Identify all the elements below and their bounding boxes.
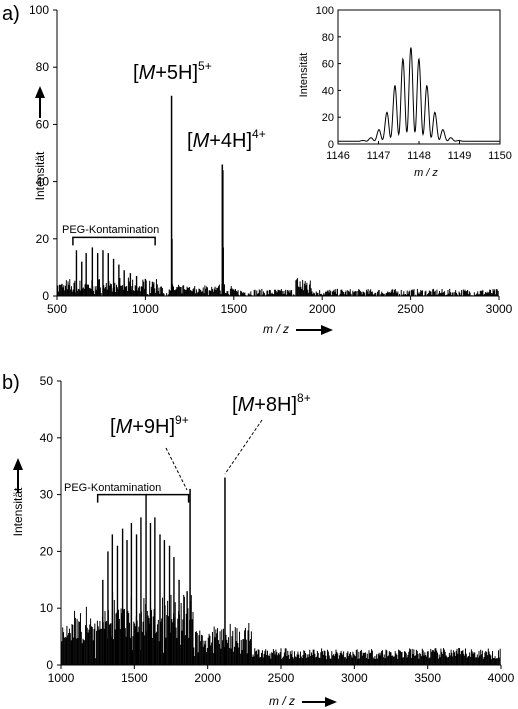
x-tick-label: 3500 bbox=[414, 671, 441, 685]
panel-b-xaxis-arrow-icon bbox=[325, 697, 337, 707]
y-tick-label: 40 bbox=[36, 175, 50, 189]
inset-y-tick-label: 100 bbox=[316, 5, 334, 17]
y-tick-label: 0 bbox=[42, 289, 49, 303]
x-tick-label: 2500 bbox=[397, 302, 424, 316]
panel-a-label: a) bbox=[2, 3, 20, 25]
inset-y-tick-label: 40 bbox=[322, 85, 334, 97]
inset-frame bbox=[337, 9, 501, 145]
panel-a-ylabel: Intensität bbox=[33, 151, 47, 200]
y-tick-label: 30 bbox=[40, 488, 54, 502]
inset-x-tick-label: 1148 bbox=[407, 150, 431, 162]
inset-y-tick-label: 0 bbox=[328, 139, 334, 151]
peg-bracket bbox=[96, 493, 190, 503]
inset-y-tick-label: 60 bbox=[322, 59, 334, 71]
inset-xlabel: m / z bbox=[414, 167, 438, 179]
peg-bracket bbox=[72, 236, 156, 246]
panel-b-xlabel: m / z bbox=[269, 694, 295, 708]
x-tick-label: 2000 bbox=[194, 671, 221, 685]
panel-a-ylabel-group: Intensität bbox=[33, 86, 47, 200]
inset-isotope-envelope bbox=[338, 47, 500, 142]
y-tick-label: 20 bbox=[40, 544, 54, 558]
inset-y-tick-label: 80 bbox=[322, 32, 334, 44]
panel-a-xlabel: m / z bbox=[263, 322, 289, 336]
panel-a-peg-label: PEG-Kontamination bbox=[62, 224, 159, 236]
panel-b-xlabel-group: m / z bbox=[269, 694, 337, 708]
panel-a-inset: 0 20 40 60 80 100 1146 1147 1148 1149 1150 Intensi… bbox=[298, 5, 512, 179]
panel-b-label: b) bbox=[2, 372, 20, 394]
inset-ylabel: Intensität bbox=[298, 53, 310, 98]
inset-axes: 0 20 40 60 80 100 1146 1147 1148 1149 1150 bbox=[316, 5, 512, 162]
panel-a-xlabel-group: m / z bbox=[263, 322, 333, 336]
panel-a-annotation-m4h: [M+4H]4+ bbox=[187, 127, 266, 152]
y-tick-label: 60 bbox=[36, 117, 50, 131]
panel-b-peg-label: PEG-Kontamination bbox=[64, 482, 161, 494]
y-tick-label: 80 bbox=[36, 60, 50, 74]
panel-b-m9h-leader-line bbox=[165, 447, 188, 491]
x-tick-label: 1000 bbox=[48, 671, 75, 685]
y-tick-label: 0 bbox=[46, 658, 53, 672]
x-tick-label: 1000 bbox=[132, 302, 159, 316]
panel-a-peg-contamination: PEG-Kontamination bbox=[62, 224, 159, 246]
panel-b-yaxis-arrow-icon bbox=[13, 458, 23, 470]
inset-x-tick-label: 1150 bbox=[488, 150, 512, 162]
x-tick-label: 1500 bbox=[220, 302, 247, 316]
x-tick-label: 1500 bbox=[121, 671, 148, 685]
panel-a-yaxis-arrow-icon bbox=[35, 86, 45, 98]
inset-y-tick-label: 20 bbox=[322, 112, 334, 124]
inset-x-tick-label: 1146 bbox=[326, 150, 350, 162]
panel-b-peg-contamination: PEG-Kontamination bbox=[64, 482, 190, 503]
y-tick-label: 20 bbox=[36, 232, 50, 246]
x-tick-label: 2000 bbox=[309, 302, 336, 316]
y-tick-label: 100 bbox=[29, 3, 49, 17]
y-tick-label: 50 bbox=[40, 374, 54, 388]
x-tick-label: 500 bbox=[47, 302, 67, 316]
panel-a-annotation-m5h: [M+5H]5+ bbox=[133, 59, 212, 84]
inset-x-tick-label: 1149 bbox=[448, 150, 472, 162]
x-tick-label: 3000 bbox=[341, 671, 368, 685]
panel-b-ylabel: Intensität bbox=[11, 487, 25, 536]
x-tick-label: 4000 bbox=[488, 671, 515, 685]
panel-a-xaxis-arrow-icon bbox=[321, 325, 333, 335]
panel-b: b) Intensität 0 10 20 30 40 50 1000 1500 2000 250… bbox=[2, 372, 515, 708]
panel-b-m8h-leader-line bbox=[224, 419, 263, 475]
panel-a-spectrum bbox=[57, 95, 499, 296]
panel-b-spectrum bbox=[61, 477, 501, 665]
y-tick-label: 10 bbox=[40, 601, 54, 615]
panel-b-annotation-m9h: [M+9H]9+ bbox=[110, 413, 189, 438]
panel-b-ylabel-group: Intensität bbox=[11, 458, 25, 536]
x-tick-label: 3000 bbox=[486, 302, 513, 316]
x-tick-label: 2500 bbox=[268, 671, 295, 685]
panel-b-annotation-m8h: [M+8H]8+ bbox=[232, 391, 311, 416]
inset-x-tick-label: 1147 bbox=[367, 150, 391, 162]
y-tick-label: 40 bbox=[40, 431, 54, 445]
